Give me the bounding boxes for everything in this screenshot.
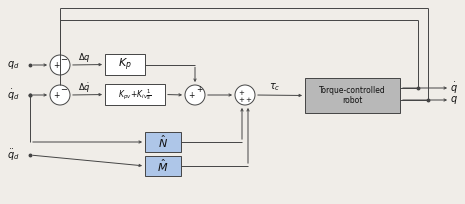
Text: $q$: $q$ xyxy=(450,94,458,106)
Bar xyxy=(105,84,165,105)
Circle shape xyxy=(50,85,70,105)
Circle shape xyxy=(50,55,70,75)
Text: −: − xyxy=(60,85,67,94)
Bar xyxy=(145,156,181,176)
Text: −: − xyxy=(60,55,67,64)
Text: $\tau_c$: $\tau_c$ xyxy=(269,81,281,93)
Text: $\hat{N}$: $\hat{N}$ xyxy=(158,134,168,150)
Text: +: + xyxy=(238,90,244,96)
Text: $q_d$: $q_d$ xyxy=(7,59,20,71)
Bar xyxy=(105,54,145,75)
Text: +: + xyxy=(238,97,244,103)
Text: $K_{pv}\!+\!K_{iv}\frac{1}{s}$: $K_{pv}\!+\!K_{iv}\frac{1}{s}$ xyxy=(118,87,152,102)
Text: $\Delta q$: $\Delta q$ xyxy=(78,51,90,64)
Text: +: + xyxy=(188,92,194,101)
Text: $\dot{q}_d$: $\dot{q}_d$ xyxy=(7,88,20,103)
Circle shape xyxy=(185,85,205,105)
Bar xyxy=(145,132,181,152)
Text: $\hat{M}$: $\hat{M}$ xyxy=(157,158,169,174)
Text: $\ddot{q}_d$: $\ddot{q}_d$ xyxy=(7,147,20,163)
Text: $\Delta \dot{q}$: $\Delta \dot{q}$ xyxy=(78,81,90,95)
Text: robot: robot xyxy=(342,96,363,105)
Text: +: + xyxy=(53,92,59,101)
Text: +: + xyxy=(53,61,59,71)
Text: +: + xyxy=(245,97,251,103)
Text: $K_p$: $K_p$ xyxy=(118,56,132,73)
Bar xyxy=(305,78,400,113)
Text: +: + xyxy=(196,85,202,94)
Text: Torque-controlled: Torque-controlled xyxy=(319,86,386,95)
Text: $\dot{q}$: $\dot{q}$ xyxy=(450,80,458,95)
Circle shape xyxy=(235,85,255,105)
